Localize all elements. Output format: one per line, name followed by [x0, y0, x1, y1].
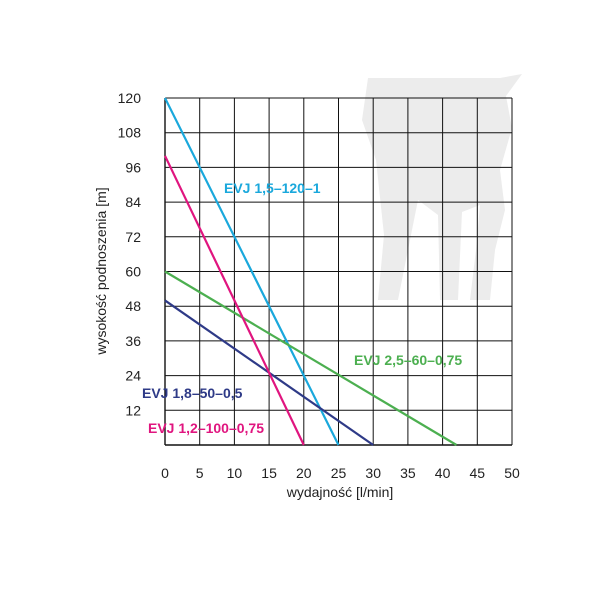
- tick-labels: 0 5 10 15 20 25 30 35 40 45 50 12 24 36 48 60 72 84 96 108 1…: [118, 90, 520, 481]
- y-tick-label-8: 108: [118, 125, 142, 141]
- x-tick-label-3: 15: [261, 465, 277, 481]
- y-tick-label-4: 60: [125, 264, 141, 280]
- series-label-1: EVJ 2,5–60–0,75: [354, 352, 462, 368]
- x-tick-label-10: 50: [504, 465, 520, 481]
- y-tick-label-5: 72: [125, 229, 141, 245]
- x-tick-label-4: 20: [296, 465, 312, 481]
- watermark-silhouette: [362, 74, 522, 300]
- series-label-0: EVJ 1,5–120–1: [224, 180, 321, 196]
- series-labels: EVJ 1,5–120–1 EVJ 2,5–60–0,75 EVJ 1,8–50–0…: [142, 180, 462, 436]
- series-line-1: [164, 270, 458, 446]
- y-tick-label-9: 120: [118, 90, 142, 106]
- series-lines: [164, 97, 458, 446]
- x-tick-label-7: 35: [400, 465, 416, 481]
- x-tick-label-0: 0: [161, 465, 169, 481]
- y-tick-label-6: 84: [125, 194, 141, 210]
- y-tick-label-1: 24: [125, 368, 141, 384]
- y-tick-label-2: 36: [125, 333, 141, 349]
- x-tick-label-6: 30: [365, 465, 381, 481]
- series-label-2: EVJ 1,8–50–0,5: [142, 385, 243, 401]
- y-tick-label-7: 96: [125, 159, 141, 175]
- series-line-3: [164, 155, 305, 446]
- y-tick-label-0: 12: [125, 402, 141, 418]
- x-axis-title: wydajność [l/min]: [286, 484, 394, 500]
- x-tick-label-5: 25: [331, 465, 347, 481]
- x-tick-label-2: 10: [227, 465, 243, 481]
- y-tick-label-3: 48: [125, 298, 141, 314]
- series-line-0: [164, 97, 340, 446]
- x-tick-label-1: 5: [196, 465, 204, 481]
- y-axis-title: wysokość podnoszenia [m]: [93, 187, 109, 355]
- series-label-3: EVJ 1,2–100–0,75: [148, 420, 264, 436]
- x-tick-label-9: 45: [470, 465, 486, 481]
- x-tick-label-8: 40: [435, 465, 451, 481]
